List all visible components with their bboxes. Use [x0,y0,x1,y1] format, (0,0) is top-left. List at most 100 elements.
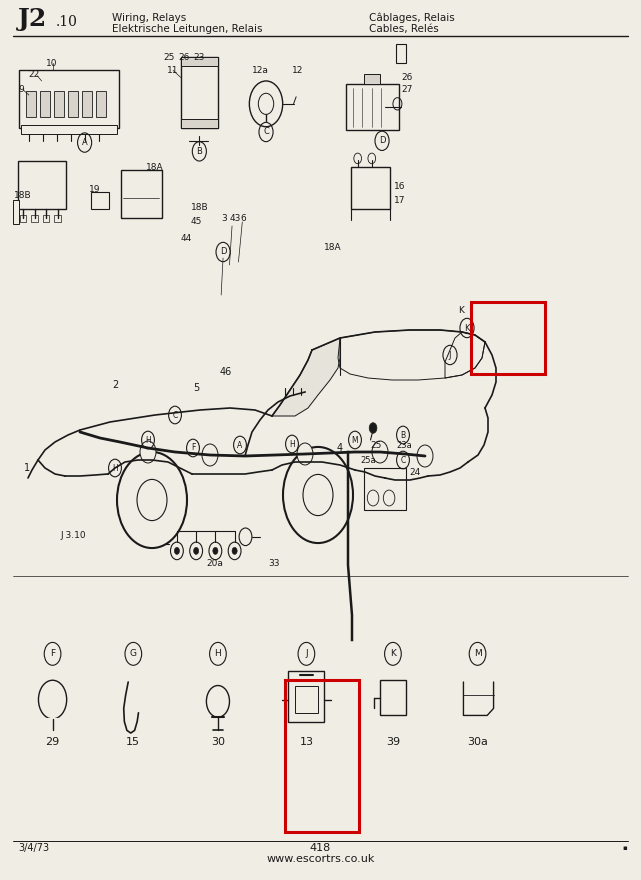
Text: H: H [112,464,118,473]
Text: F: F [191,444,196,452]
Text: Elektrische Leitungen, Relais: Elektrische Leitungen, Relais [112,24,263,34]
Text: 30a: 30a [467,737,488,747]
Text: 45: 45 [191,217,203,226]
FancyBboxPatch shape [351,167,390,209]
FancyBboxPatch shape [295,686,318,713]
FancyBboxPatch shape [18,161,66,209]
Text: 20a: 20a [206,559,223,568]
Text: 39: 39 [386,737,400,747]
Text: 25: 25 [163,53,175,62]
Circle shape [213,547,218,554]
Text: 18B: 18B [14,191,31,200]
Text: K: K [390,649,396,658]
Text: J: J [305,649,308,658]
Text: 24: 24 [409,467,420,476]
FancyBboxPatch shape [121,170,162,218]
Circle shape [140,441,156,463]
Text: D: D [220,247,226,256]
FancyBboxPatch shape [68,91,78,117]
Text: D: D [379,136,385,145]
Text: 23: 23 [194,53,205,62]
Text: 27: 27 [401,85,413,94]
Text: .10: .10 [56,16,78,29]
Text: M: M [352,436,358,444]
Text: F: F [50,649,55,658]
Bar [471,302,545,374]
FancyBboxPatch shape [40,91,50,117]
Text: A: A [237,441,243,450]
Text: 16: 16 [394,182,405,191]
Text: H: H [145,436,151,444]
Text: ▪: ▪ [622,846,628,851]
Text: 5: 5 [194,383,200,393]
Text: 11: 11 [167,66,178,75]
Text: 26: 26 [401,73,413,82]
Text: J: J [449,350,451,360]
Circle shape [174,547,179,554]
Text: 43: 43 [229,214,241,223]
Text: 22: 22 [29,70,40,79]
Text: J 3.10: J 3.10 [61,531,87,539]
FancyBboxPatch shape [54,215,61,222]
FancyBboxPatch shape [54,91,64,117]
Text: M: M [474,649,481,658]
Text: 17: 17 [394,196,405,205]
FancyBboxPatch shape [82,91,92,117]
FancyBboxPatch shape [396,44,406,63]
Text: 46: 46 [219,367,231,377]
Circle shape [232,547,237,554]
Circle shape [369,422,377,433]
Text: 18A: 18A [324,244,341,253]
Text: Wiring, Relays: Wiring, Relays [112,12,187,23]
Text: G: G [130,649,137,658]
Text: 10: 10 [46,59,58,68]
Text: 6: 6 [240,214,246,223]
Text: K: K [464,324,470,333]
FancyBboxPatch shape [31,215,38,222]
Text: 30: 30 [211,737,225,747]
Text: 4: 4 [337,443,343,453]
Text: A: A [82,138,87,147]
FancyBboxPatch shape [91,192,109,209]
Circle shape [297,443,313,465]
FancyBboxPatch shape [181,57,218,128]
Text: 23a: 23a [396,441,412,450]
FancyBboxPatch shape [346,84,399,130]
Text: 3/4/73: 3/4/73 [18,843,49,854]
Text: 418: 418 [310,843,331,854]
FancyBboxPatch shape [364,468,406,510]
FancyBboxPatch shape [364,74,380,84]
Text: 33: 33 [269,559,280,568]
FancyBboxPatch shape [43,215,49,222]
FancyBboxPatch shape [181,57,218,66]
Text: H: H [215,649,221,658]
Text: 13: 13 [299,737,313,747]
Bar [285,680,359,832]
Text: 12a: 12a [252,66,269,75]
Text: B: B [401,430,406,439]
Text: C: C [172,410,178,420]
FancyBboxPatch shape [26,91,36,117]
Polygon shape [272,338,340,416]
FancyBboxPatch shape [380,680,406,715]
Circle shape [372,441,388,463]
Text: 44: 44 [181,233,192,243]
Text: Câblages, Relais: Câblages, Relais [369,12,454,23]
Text: Cables, Relés: Cables, Relés [369,24,438,34]
Text: 25a: 25a [360,456,376,465]
Circle shape [202,444,218,466]
Text: J2: J2 [18,7,47,32]
Text: 1: 1 [24,463,31,473]
Text: 15: 15 [126,737,140,747]
FancyBboxPatch shape [20,215,26,222]
Text: 12: 12 [292,66,304,75]
FancyBboxPatch shape [96,91,106,117]
Text: 9: 9 [18,85,24,94]
Text: C: C [401,456,406,465]
Text: www.escortrs.co.uk: www.escortrs.co.uk [266,854,375,864]
FancyBboxPatch shape [288,671,324,722]
Text: 3: 3 [221,214,227,223]
Text: 2: 2 [112,380,119,390]
FancyBboxPatch shape [13,200,19,224]
Circle shape [417,445,433,467]
